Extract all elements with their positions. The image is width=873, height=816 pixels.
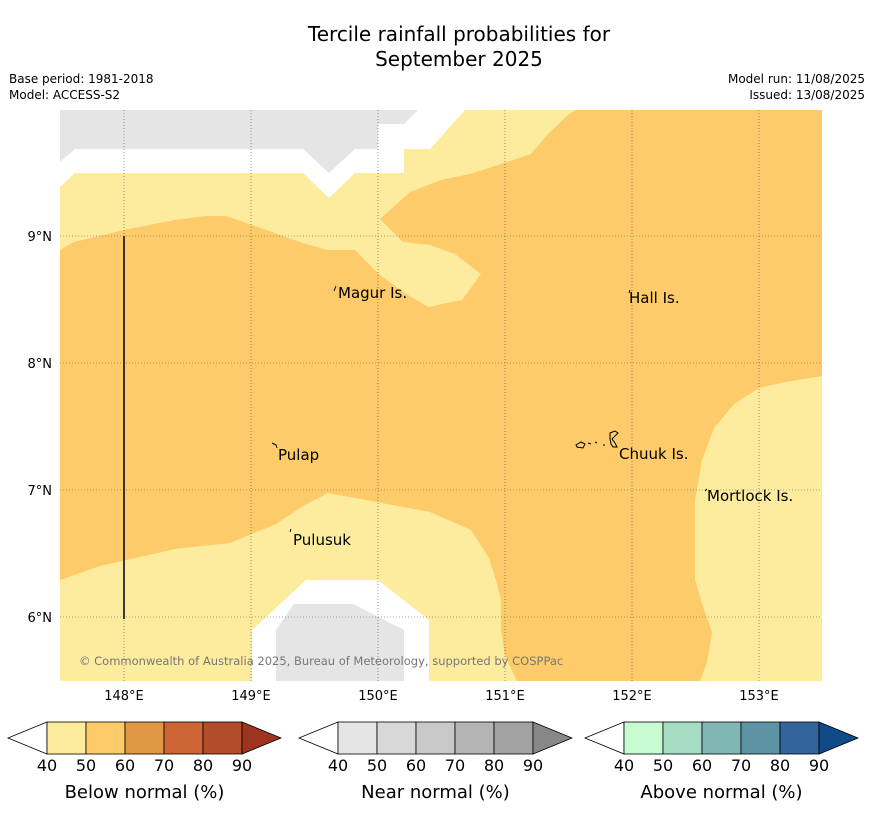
colorbar-tick-label: 50 <box>653 756 673 775</box>
colorbar-segment <box>202 721 243 755</box>
copyright-text: © Commonwealth of Australia 2025, Bureau… <box>79 654 563 668</box>
below-50-60-region <box>60 110 822 681</box>
colorbar-tick-label: 70 <box>731 756 751 775</box>
title-line-1: Tercile rainfall probabilities for <box>307 22 611 46</box>
place-label-pulusuk: Pulusuk <box>293 531 351 549</box>
title-line-2: September 2025 <box>375 47 543 71</box>
colorbar-tick-label: 70 <box>445 756 465 775</box>
meta-left: Base period: 1981-2018 Model: ACCESS-S2 <box>9 71 154 103</box>
place-label-magur: Magur Is. <box>338 284 407 302</box>
colorbar-left-arrow <box>583 721 625 755</box>
colorbar-left-arrow <box>297 721 339 755</box>
colorbar-label: Above normal (%) <box>640 782 802 803</box>
colorbar-tick-label: 50 <box>367 756 387 775</box>
y-tick-label: 7°N <box>28 484 53 499</box>
colorbar-tick-label: 90 <box>232 756 252 775</box>
near-normal-region-south <box>276 604 404 681</box>
colorbar-segment <box>454 721 495 755</box>
pulap-island-shape <box>271 442 278 449</box>
colorbar-segment <box>740 721 781 755</box>
chuuk-island-shape <box>575 430 619 449</box>
meta-right: Model run: 11/08/2025 Issued: 13/08/2025 <box>728 71 865 103</box>
model-run-text: Model run: 11/08/2025 <box>727 72 865 86</box>
legends: 40 50 60 70 80 90 Below normal (%) 40 50 60 70 80 90… <box>6 721 860 803</box>
colorbar-tick-label: 50 <box>76 756 96 775</box>
colorbar-segment <box>337 721 378 755</box>
colorbar-label: Below normal (%) <box>65 782 225 803</box>
near-normal-region-north <box>60 110 418 173</box>
colorbar: 40 50 60 70 80 90 Above normal (%) <box>583 721 860 803</box>
colorbar-segment <box>85 721 126 755</box>
colorbar-segment <box>163 721 204 755</box>
colorbar-segment <box>701 721 742 755</box>
place-label-chuuk: Chuuk Is. <box>619 445 688 463</box>
place-label-hall: Hall Is. <box>629 289 680 307</box>
pulusuk-island-shape <box>289 528 292 533</box>
x-tick-label: 152°E <box>612 689 652 704</box>
model-text: Model: ACCESS-S2 <box>9 88 121 102</box>
x-tick-label: 151°E <box>485 689 525 704</box>
x-tick-label: 148°E <box>104 689 144 704</box>
place-label-pulap: Pulap <box>278 446 319 464</box>
base-period-text: Base period: 1981-2018 <box>9 72 154 86</box>
colorbar-left-arrow <box>6 721 48 755</box>
colorbar-right-arrow <box>818 721 860 755</box>
place-labels: Magur Is. Hall Is. Pulap Chuuk Is. Mortl… <box>278 284 793 549</box>
colorbar-tick-label: 80 <box>770 756 790 775</box>
colorbar-segment <box>779 721 820 755</box>
colorbar-label: Near normal (%) <box>361 782 510 803</box>
y-tick-label: 8°N <box>28 357 53 372</box>
colorbar-tick-label: 90 <box>523 756 543 775</box>
x-tick-label: 149°E <box>231 689 271 704</box>
mortlock-island-shape <box>704 488 708 492</box>
x-tick-label: 150°E <box>358 689 398 704</box>
colorbar-tick-label: 80 <box>193 756 213 775</box>
colorbar-tick-label: 60 <box>692 756 712 775</box>
colorbar-segment <box>493 721 534 755</box>
colorbar-segment <box>376 721 417 755</box>
colorbar-tick-label: 90 <box>809 756 829 775</box>
colorbar-segment <box>415 721 456 755</box>
colorbar-tick-label: 70 <box>154 756 174 775</box>
colorbar-tick-label: 40 <box>328 756 348 775</box>
colorbar-tick-label: 40 <box>614 756 634 775</box>
colorbar: 40 50 60 70 80 90 Near normal (%) <box>297 721 574 803</box>
colorbar-tick-label: 60 <box>115 756 135 775</box>
colorbar-segment <box>662 721 703 755</box>
colorbar-segment <box>623 721 664 755</box>
chart-title: Tercile rainfall probabilities for Septe… <box>0 22 873 72</box>
x-axis-labels: 148°E 149°E 150°E 151°E 152°E 153°E <box>104 689 779 704</box>
y-tick-label: 9°N <box>28 230 53 245</box>
hall-island-shape <box>628 289 631 294</box>
y-axis-labels: 9°N 8°N 7°N 6°N <box>28 230 53 626</box>
colorbar-segment <box>124 721 165 755</box>
colorbar-tick-label: 40 <box>37 756 57 775</box>
colorbar: 40 50 60 70 80 90 Below normal (%) <box>6 721 283 803</box>
issued-text: Issued: 13/08/2025 <box>749 88 865 102</box>
island-shapes <box>271 285 708 533</box>
x-tick-label: 153°E <box>739 689 779 704</box>
colorbar-tick-label: 80 <box>484 756 504 775</box>
colorbar-right-arrow <box>532 721 574 755</box>
y-tick-label: 6°N <box>28 611 53 626</box>
map-area: Magur Is. Hall Is. Pulap Chuuk Is. Mortl… <box>60 110 822 681</box>
colorbar-right-arrow <box>241 721 283 755</box>
place-label-mortlock: Mortlock Is. <box>707 487 793 505</box>
magur-island-shape <box>333 285 337 292</box>
colorbar-tick-label: 60 <box>406 756 426 775</box>
colorbar-segment <box>46 721 87 755</box>
